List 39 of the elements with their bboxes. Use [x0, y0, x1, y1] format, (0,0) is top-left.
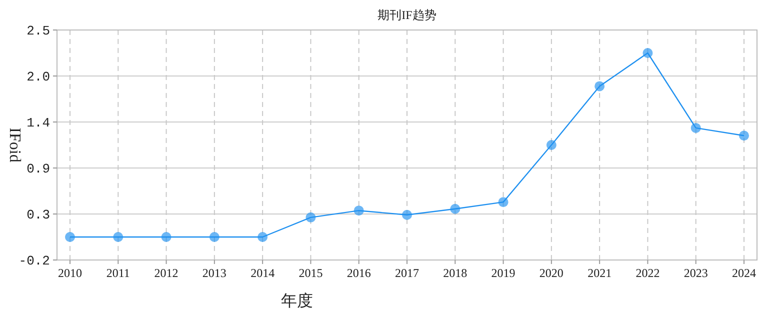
x-tick-label: 2014: [250, 266, 275, 280]
point: [161, 232, 172, 242]
x-tick-label: 2019: [491, 266, 516, 280]
y-tick-label: 2.0: [26, 70, 50, 85]
point: [498, 197, 508, 208]
point: [594, 81, 605, 92]
point: [642, 48, 653, 58]
x-tick-label: 2010: [58, 266, 82, 280]
x-tick-label: 2011: [106, 266, 130, 280]
x-tick-label: 2013: [202, 266, 226, 280]
x-tick-label: 2021: [588, 266, 612, 280]
point: [450, 204, 460, 214]
point: [306, 212, 316, 222]
point: [402, 210, 412, 220]
x-tick-label: 2024: [732, 266, 756, 280]
y-axis-title: IFoid: [6, 128, 23, 162]
x-axis-title: 年度: [281, 292, 313, 310]
point: [690, 122, 701, 133]
point: [258, 232, 268, 242]
point: [65, 232, 75, 242]
x-tick-label: 2023: [684, 266, 708, 280]
x-tick-label: 2017: [395, 266, 419, 280]
y-tick-label: 0.9: [26, 162, 50, 177]
x-tick-label: 2016: [346, 266, 371, 280]
x-tick-label: 2020: [539, 266, 564, 280]
chart-title: 期刊IF趋势: [378, 8, 436, 22]
y-tick-label: 1.4: [26, 116, 50, 131]
point: [354, 206, 364, 216]
point: [739, 130, 749, 141]
x-tick-label: 2015: [298, 266, 323, 280]
y-tick-label: -0.2: [18, 254, 50, 269]
x-tick-label: 2022: [636, 266, 660, 280]
y-tick-label: 2.5: [26, 24, 50, 39]
y-tick-label: 0.3: [26, 208, 50, 223]
x-tick-label: 2018: [443, 266, 468, 280]
point: [113, 232, 124, 242]
point: [546, 140, 556, 150]
x-tick-label: 2012: [154, 266, 178, 280]
point: [209, 232, 220, 242]
